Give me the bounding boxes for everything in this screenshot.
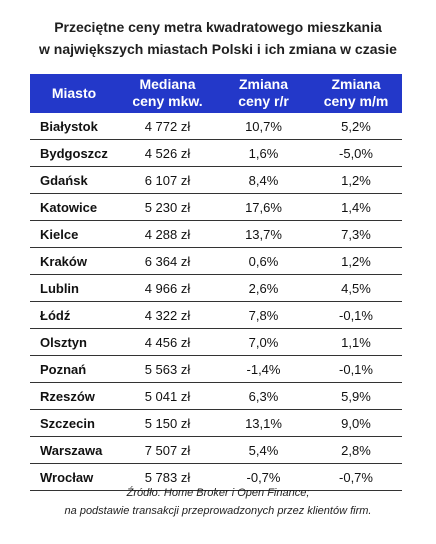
median-price-cell: 4 526 zł — [118, 139, 217, 167]
mom-change-cell: 4,5% — [310, 274, 402, 302]
yoy-change-cell: 2,6% — [217, 274, 310, 302]
column-header-yoy-change: Zmiana ceny r/r — [217, 74, 310, 113]
city-cell: Wrocław — [30, 463, 118, 491]
yoy-change-cell: 6,3% — [217, 382, 310, 410]
median-price-cell: 7 507 zł — [118, 436, 217, 464]
yoy-change-cell: 13,7% — [217, 220, 310, 248]
column-header-median-price: Mediana ceny mkw. — [118, 74, 217, 113]
median-price-cell: 4 456 zł — [118, 328, 217, 356]
title-line-2: w największych miastach Polski i ich zmi… — [39, 41, 397, 57]
mom-change-cell: 2,8% — [310, 436, 402, 464]
mom-change-cell: 9,0% — [310, 409, 402, 437]
city-cell: Gdańsk — [30, 166, 118, 194]
yoy-change-cell: 0,6% — [217, 247, 310, 275]
yoy-change-cell: 17,6% — [217, 193, 310, 221]
source-line-2: na podstawie transakcji przeprowadzonych… — [64, 505, 372, 517]
column-header-yoy-line-2: ceny r/r — [238, 93, 289, 109]
median-price-cell: 4 288 zł — [118, 220, 217, 248]
table-row: Kraków 6 364 zł 0,6% 1,2% — [30, 247, 402, 275]
city-cell: Katowice — [30, 193, 118, 221]
yoy-change-cell: 5,4% — [217, 436, 310, 464]
column-header-mom-change: Zmiana ceny m/m — [310, 74, 402, 113]
mom-change-cell: 1,4% — [310, 193, 402, 221]
header-row: Miasto Mediana ceny mkw. Zmiana ceny r/r… — [30, 74, 402, 113]
table-row: Wrocław 5 783 zł -0,7% -0,7% — [30, 463, 402, 491]
table-row: Olsztyn 4 456 zł 7,0% 1,1% — [30, 328, 402, 356]
source-line-1: Źródło: Home Broker i Open Finance; — [126, 487, 310, 499]
source-note: Źródło: Home Broker i Open Finance; na p… — [0, 484, 436, 520]
city-cell: Łódź — [30, 301, 118, 329]
column-header-median-line-1: Mediana — [139, 76, 196, 92]
median-price-cell: 5 150 zł — [118, 409, 217, 437]
yoy-change-cell: 1,6% — [217, 139, 310, 167]
mom-change-cell: 7,3% — [310, 220, 402, 248]
mom-change-cell: 5,2% — [310, 112, 402, 140]
median-price-cell: 5 783 zł — [118, 463, 217, 491]
mom-change-cell: -0,1% — [310, 301, 402, 329]
median-price-cell: 5 230 zł — [118, 193, 217, 221]
table-row: Poznań 5 563 zł -1,4% -0,1% — [30, 355, 402, 383]
median-price-cell: 4 322 zł — [118, 301, 217, 329]
column-header-city-label: Miasto — [51, 84, 97, 101]
city-cell: Olsztyn — [30, 328, 118, 356]
city-cell: Kraków — [30, 247, 118, 275]
table-row: Bydgoszcz 4 526 zł 1,6% -5,0% — [30, 139, 402, 167]
price-table-body: Białystok 4 772 zł 10,7% 5,2% Bydgoszcz … — [30, 112, 402, 491]
mom-change-cell: 5,9% — [310, 382, 402, 410]
table-row: Gdańsk 6 107 zł 8,4% 1,2% — [30, 166, 402, 194]
city-cell: Bydgoszcz — [30, 139, 118, 167]
city-cell: Kielce — [30, 220, 118, 248]
city-cell: Lublin — [30, 274, 118, 302]
median-price-cell: 5 563 zł — [118, 355, 217, 383]
yoy-change-cell: 7,0% — [217, 328, 310, 356]
column-header-mom-line-2: ceny m/m — [323, 93, 389, 109]
table-row: Rzeszów 5 041 zł 6,3% 5,9% — [30, 382, 402, 410]
table-row: Kielce 4 288 zł 13,7% 7,3% — [30, 220, 402, 248]
median-price-cell: 6 107 zł — [118, 166, 217, 194]
city-cell: Warszawa — [30, 436, 118, 464]
column-header-median-line-2: ceny mkw. — [132, 93, 203, 109]
city-cell: Rzeszów — [30, 382, 118, 410]
table-row: Lublin 4 966 zł 2,6% 4,5% — [30, 274, 402, 302]
table-row: Szczecin 5 150 zł 13,1% 9,0% — [30, 409, 402, 437]
median-price-cell: 5 041 zł — [118, 382, 217, 410]
price-table: Miasto Mediana ceny mkw. Zmiana ceny r/r… — [30, 74, 402, 491]
mom-change-cell: -0,7% — [310, 463, 402, 491]
mom-change-cell: -5,0% — [310, 139, 402, 167]
yoy-change-cell: 10,7% — [217, 112, 310, 140]
column-header-yoy-line-1: Zmiana — [238, 76, 288, 92]
city-cell: Białystok — [30, 112, 118, 140]
yoy-change-cell: -0,7% — [217, 463, 310, 491]
mom-change-cell: 1,2% — [310, 247, 402, 275]
yoy-change-cell: 8,4% — [217, 166, 310, 194]
price-table-header: Miasto Mediana ceny mkw. Zmiana ceny r/r… — [30, 74, 402, 113]
mom-change-cell: 1,2% — [310, 166, 402, 194]
median-price-cell: 4 772 zł — [118, 112, 217, 140]
city-cell: Poznań — [30, 355, 118, 383]
mom-change-cell: 1,1% — [310, 328, 402, 356]
mom-change-cell: -0,1% — [310, 355, 402, 383]
table-row: Łódź 4 322 zł 7,8% -0,1% — [30, 301, 402, 329]
column-header-mom-line-1: Zmiana — [331, 76, 381, 92]
table-row: Katowice 5 230 zł 17,6% 1,4% — [30, 193, 402, 221]
yoy-change-cell: 7,8% — [217, 301, 310, 329]
median-price-cell: 4 966 zł — [118, 274, 217, 302]
table-row: Warszawa 7 507 zł 5,4% 2,8% — [30, 436, 402, 464]
city-cell: Szczecin — [30, 409, 118, 437]
column-header-city: Miasto — [30, 74, 118, 113]
page-title: Przeciętne ceny metra kwadratowego miesz… — [0, 16, 436, 60]
median-price-cell: 6 364 zł — [118, 247, 217, 275]
yoy-change-cell: -1,4% — [217, 355, 310, 383]
yoy-change-cell: 13,1% — [217, 409, 310, 437]
title-line-1: Przeciętne ceny metra kwadratowego miesz… — [54, 19, 382, 35]
table-row: Białystok 4 772 zł 10,7% 5,2% — [30, 112, 402, 140]
